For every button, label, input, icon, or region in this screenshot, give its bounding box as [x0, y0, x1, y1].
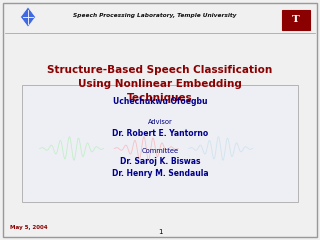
Text: Techniques: Techniques [127, 93, 193, 103]
Text: Using Nonlinear Embedding: Using Nonlinear Embedding [78, 79, 242, 89]
Text: Committee: Committee [141, 148, 179, 154]
Text: Structure-Based Speech Classification: Structure-Based Speech Classification [47, 65, 273, 75]
Text: T: T [292, 14, 300, 24]
Text: 1: 1 [158, 229, 162, 235]
Text: Dr. Saroj K. Biswas: Dr. Saroj K. Biswas [120, 157, 200, 167]
Polygon shape [20, 7, 36, 27]
Text: Dr. Henry M. Sendaula: Dr. Henry M. Sendaula [112, 168, 208, 178]
FancyBboxPatch shape [22, 85, 298, 202]
Text: Dr. Robert E. Yantorno: Dr. Robert E. Yantorno [112, 128, 208, 138]
Text: Uchechukwu Ofoegbu: Uchechukwu Ofoegbu [113, 97, 207, 107]
Text: May 5, 2004: May 5, 2004 [10, 226, 48, 230]
Text: Speech Processing Laboratory, Temple University: Speech Processing Laboratory, Temple Uni… [73, 13, 237, 18]
FancyBboxPatch shape [282, 10, 310, 30]
Text: Advisor: Advisor [148, 119, 172, 125]
FancyBboxPatch shape [3, 3, 317, 237]
